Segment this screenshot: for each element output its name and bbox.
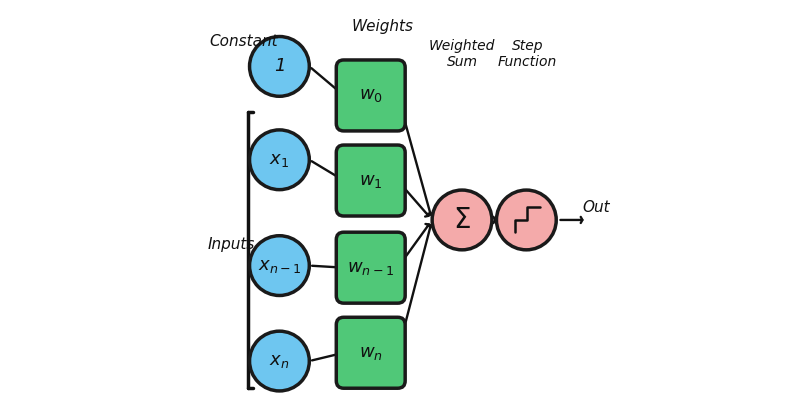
Circle shape — [496, 190, 556, 250]
Text: $x_1$: $x_1$ — [269, 151, 289, 169]
Text: $\Sigma$: $\Sigma$ — [453, 206, 470, 234]
Text: $w_1$: $w_1$ — [358, 171, 382, 190]
Text: Constant: Constant — [208, 34, 277, 49]
Text: $x_{n-1}$: $x_{n-1}$ — [257, 256, 301, 275]
FancyBboxPatch shape — [336, 232, 405, 303]
FancyBboxPatch shape — [336, 145, 405, 216]
Circle shape — [431, 190, 491, 250]
Text: Weighted
Sum: Weighted Sum — [428, 39, 495, 69]
Circle shape — [249, 130, 309, 190]
Text: $w_{n-1}$: $w_{n-1}$ — [347, 259, 394, 277]
Text: Inputs: Inputs — [208, 237, 255, 252]
FancyBboxPatch shape — [336, 60, 405, 131]
Text: $w_n$: $w_n$ — [358, 344, 382, 362]
Text: Weights: Weights — [351, 20, 413, 34]
Text: 1: 1 — [273, 57, 285, 76]
Text: Out: Out — [581, 200, 609, 215]
Text: $w_0$: $w_0$ — [358, 86, 382, 105]
Circle shape — [249, 331, 309, 391]
Circle shape — [249, 37, 309, 96]
FancyBboxPatch shape — [336, 317, 405, 388]
Text: Step
Function: Step Function — [497, 39, 556, 69]
Circle shape — [249, 236, 309, 295]
Text: $x_n$: $x_n$ — [269, 352, 290, 370]
